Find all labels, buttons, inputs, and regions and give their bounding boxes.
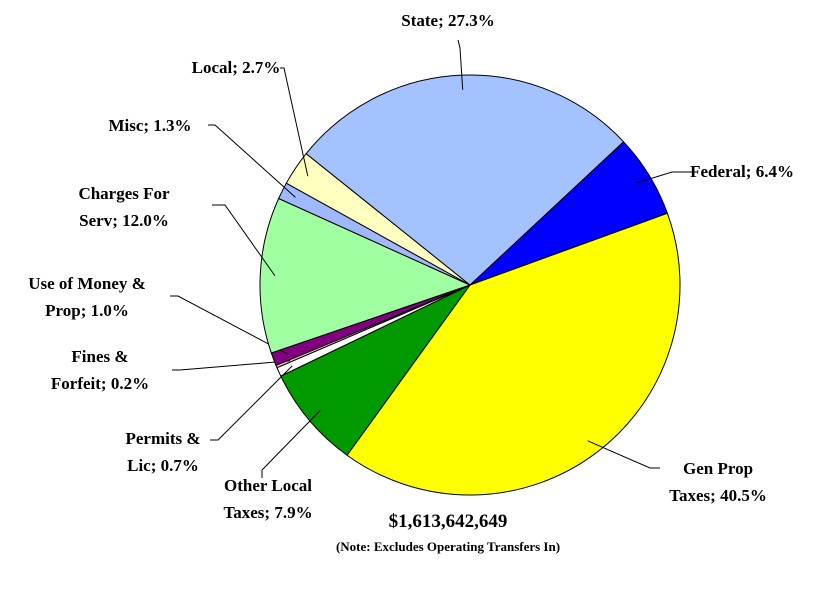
leader-line [170,295,288,355]
slice-label: Use of Money & Prop1.0% [12,270,162,324]
total-label: $1,613,642,649 [388,511,508,532]
leader-line [212,204,276,277]
leader-line [457,39,464,90]
value-label: 2.7% [242,58,281,77]
slice-label: Gen Prop Taxes40.5% [643,455,793,509]
category-label: Misc [108,116,153,135]
slice-label: Other Local Taxes7.9% [181,472,356,526]
pie-slice [259,197,472,354]
pie-slice [280,284,471,456]
value-label: 40.5% [720,486,767,505]
leader-line [636,171,697,184]
slice-label: Charges For Serv12.0% [42,180,207,234]
value-label: 7.9% [274,503,313,522]
value-label: 12.0% [122,211,169,230]
slice-label: Misc1.3% [80,112,220,139]
slice-label: Permits & Lic0.7% [93,425,233,479]
value-label: 0.7% [160,456,199,475]
value-label: 0.2% [110,374,150,393]
value-label: 1.3% [153,116,192,135]
note: (Note: Excludes Operating Transfers In) [335,539,561,554]
leader-line [172,360,291,371]
leader-line [208,124,296,198]
category-label: State [401,11,448,30]
slice-label: Fines & Forfeit0.2% [25,343,175,397]
leader-line [280,67,309,177]
category-label: Local [192,58,243,77]
leader-line [261,410,321,478]
leader-line [210,365,293,441]
value-label: 1.0% [90,301,129,320]
slice-label: State27.3% [368,7,528,34]
value-label: 27.3% [448,11,495,30]
category-label: Federal [690,162,756,181]
slice-label: Federal6.4% [687,158,797,185]
slice-label: Local2.7% [166,54,306,81]
pie-slice [346,212,681,496]
leader-line [587,440,660,469]
value-label: 6.4% [755,162,794,181]
